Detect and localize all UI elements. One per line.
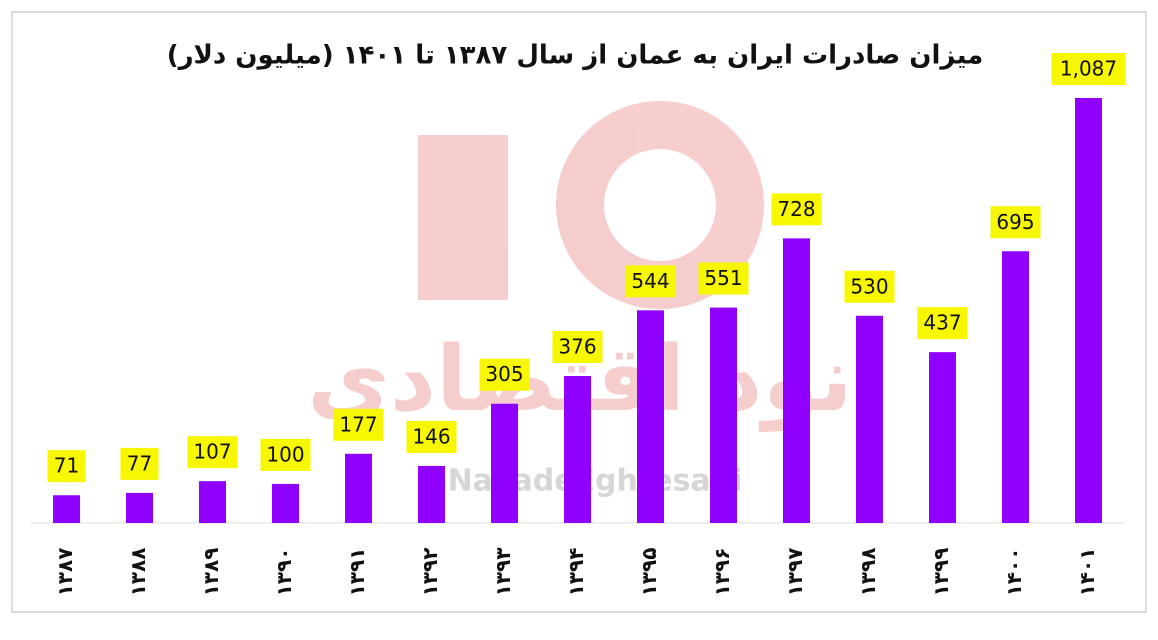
bar (126, 492, 153, 523)
bar (637, 310, 664, 523)
bar (856, 315, 883, 523)
x-tick-label: ۱۴۰۱ (1075, 548, 1099, 597)
value-label: 728 (777, 197, 815, 221)
value-label-bg (120, 447, 159, 480)
value-label: 107 (193, 440, 231, 464)
value-label-bg (187, 436, 238, 469)
value-label: 695 (996, 210, 1034, 234)
value-label-bg (479, 358, 530, 391)
bar (272, 483, 299, 523)
bar (929, 352, 956, 523)
value-label: 305 (485, 362, 523, 386)
value-label: 551 (704, 266, 742, 290)
bar (783, 238, 810, 523)
value-label: 544 (631, 269, 669, 293)
x-tick-label: ۱۳۹۱ (345, 548, 369, 597)
value-label: 146 (412, 424, 450, 448)
value-label-bg (844, 270, 895, 303)
value-label: 1,087 (1060, 57, 1117, 81)
x-tick-label: ۱۳۸۷ (53, 548, 77, 597)
x-tick-label: ۱۳۹۰ (272, 548, 296, 597)
value-label: 376 (558, 334, 596, 358)
value-label-bg (552, 330, 603, 363)
x-tick-label: ۱۴۰۰ (1002, 548, 1026, 597)
bar (564, 375, 591, 523)
chart-title: میزان صادرات ایران به عمان از سال ۱۳۸۷ ت… (167, 41, 984, 71)
bar (418, 465, 445, 523)
bar (199, 481, 226, 523)
value-label: 100 (266, 442, 304, 466)
value-label-bg (47, 450, 86, 483)
value-label: 77 (127, 451, 152, 475)
bar (491, 403, 518, 523)
x-tick-label: ۱۳۹۲ (418, 548, 442, 597)
value-label: 71 (54, 454, 79, 478)
x-tick-label: ۱۳۹۶ (710, 548, 734, 597)
x-tick-label: ۱۳۹۷ (783, 548, 807, 597)
value-label-bg (917, 307, 968, 340)
value-label: 530 (850, 274, 888, 298)
bar (710, 307, 737, 523)
x-tick-label: ۱۳۹۹ (929, 548, 953, 597)
x-tick-label: ۱۳۹۵ (637, 548, 661, 597)
x-tick-label: ۱۳۸۹ (199, 548, 223, 597)
value-label: 437 (923, 311, 961, 335)
x-tick-label: ۱۳۸۸ (126, 548, 150, 597)
value-label-bg (625, 265, 676, 298)
value-label-bg (771, 193, 822, 226)
value-label-bg (698, 262, 749, 295)
value-label-bg (333, 408, 384, 441)
x-tick-label: ۱۳۹۴ (564, 548, 588, 597)
bar (1075, 98, 1102, 523)
value-label-bg (406, 420, 457, 453)
bar (1002, 251, 1029, 523)
bar (53, 495, 80, 523)
bar (345, 453, 372, 523)
value-label-bg (990, 206, 1041, 239)
x-tick-label: ۱۳۹۳ (491, 548, 515, 597)
x-tick-label: ۱۳۹۸ (856, 548, 880, 597)
value-label-bg (1051, 53, 1126, 85)
value-label-bg (260, 438, 311, 471)
value-label: 177 (339, 412, 377, 436)
